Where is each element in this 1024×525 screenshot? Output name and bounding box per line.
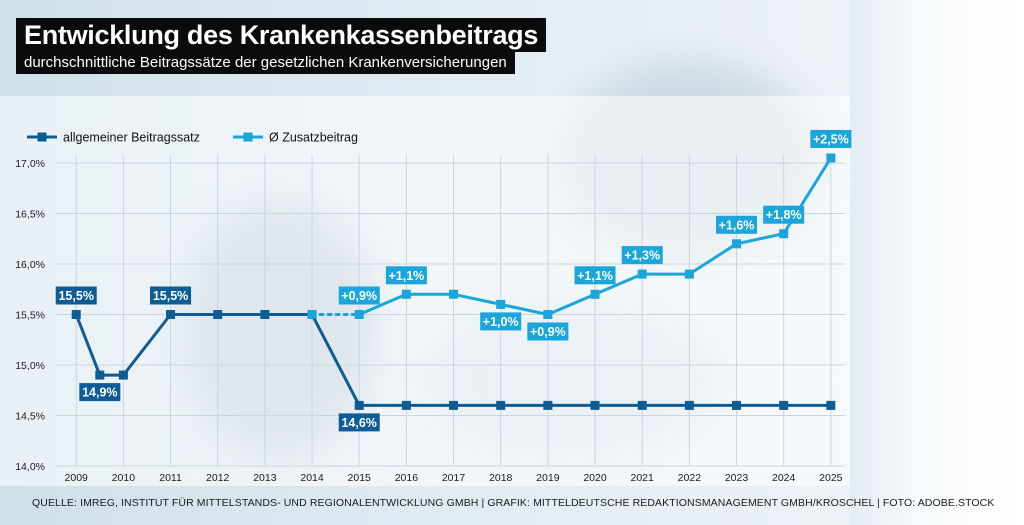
source-note: QUELLE: IMREG, INSTITUT FÜR MITTELSTANDS…	[32, 497, 995, 509]
chart-panel	[0, 96, 850, 486]
value-label: 14,6%	[341, 416, 376, 430]
data-point	[449, 289, 459, 299]
data-point	[260, 310, 270, 319]
data-point	[637, 269, 647, 279]
legend-label: allgemeiner Beitragssatz	[63, 131, 200, 145]
x-tick-label: 2020	[583, 472, 607, 484]
chart-title: Entwicklung des Krankenkassenbeitrags	[16, 18, 547, 52]
value-label: +1,1%	[388, 269, 424, 283]
y-tick-label: 17,0%	[15, 158, 45, 170]
series-line-allgemeiner-beitragssatz	[74, 313, 831, 407]
data-point	[590, 400, 600, 410]
data-point	[637, 400, 647, 410]
data-point	[684, 400, 694, 410]
value-label: +0,9%	[341, 289, 377, 303]
x-tick-label: 2022	[678, 472, 702, 484]
value-label: +1,8%	[766, 208, 802, 222]
value-label-box	[810, 129, 852, 148]
value-label: +1,6%	[719, 218, 755, 232]
x-tick-label: 2017	[442, 472, 466, 484]
x-tick-label: 2024	[772, 472, 796, 484]
x-tick-label: 2009	[65, 472, 89, 484]
value-label-box	[763, 205, 805, 224]
value-label-box	[527, 322, 569, 341]
data-point	[95, 370, 105, 380]
legend-marker	[243, 132, 253, 142]
data-point	[496, 400, 506, 410]
data-point	[826, 153, 836, 163]
x-tick-label: 2010	[112, 472, 136, 484]
value-label: 15,5%	[58, 289, 93, 303]
x-tick-label: 2025	[819, 472, 843, 484]
y-tick-label: 16,0%	[15, 259, 45, 271]
data-point	[354, 400, 364, 410]
value-label: +1,0%	[483, 315, 519, 329]
data-point	[496, 299, 506, 309]
x-tick-label: 2015	[348, 472, 372, 484]
data-point	[213, 310, 223, 319]
value-label: +1,3%	[624, 249, 660, 263]
y-tick-label: 15,0%	[15, 360, 45, 372]
data-point	[732, 400, 742, 410]
legend-label: Ø Zusatzbeitrag	[269, 131, 358, 145]
x-tick-label: 2014	[300, 472, 324, 484]
data-point	[590, 289, 600, 299]
data-point	[354, 310, 364, 319]
doctor-photo	[850, 0, 1024, 525]
data-point	[826, 400, 836, 410]
y-tick-label: 14,5%	[15, 411, 45, 423]
value-label: +2,5%	[813, 132, 849, 146]
data-point	[166, 310, 176, 319]
value-label-box	[150, 286, 192, 305]
data-point	[732, 239, 742, 249]
data-point	[71, 310, 81, 319]
y-tick-label: 16,5%	[15, 209, 45, 221]
value-label-box	[480, 312, 522, 331]
value-label: 15,5%	[153, 289, 188, 303]
data-point	[543, 310, 553, 319]
legend-marker	[37, 132, 47, 142]
y-tick-label: 15,5%	[15, 310, 45, 322]
data-point	[449, 400, 459, 410]
data-point	[779, 400, 789, 410]
value-label-box	[79, 383, 121, 402]
data-point	[401, 289, 411, 299]
data-point	[684, 269, 694, 279]
y-tick-label: 14,0%	[15, 461, 45, 473]
data-point	[779, 229, 789, 239]
data-point	[401, 400, 411, 410]
value-label-box	[338, 286, 380, 305]
x-tick-label: 2019	[536, 472, 560, 484]
value-label: +0,9%	[530, 325, 566, 339]
value-label-box	[385, 266, 427, 285]
x-tick-label: 2023	[725, 472, 749, 484]
x-tick-label: 2016	[395, 472, 419, 484]
x-tick-label: 2013	[253, 472, 277, 484]
value-label-box	[621, 246, 663, 265]
x-tick-label: 2012	[206, 472, 230, 484]
value-label-box	[338, 413, 380, 432]
x-tick-label: 2018	[489, 472, 513, 484]
x-tick-label: 2021	[631, 472, 655, 484]
value-label-box	[574, 266, 616, 285]
value-label: 14,9%	[82, 386, 117, 400]
value-label: +1,1%	[577, 269, 613, 283]
value-label-box	[716, 215, 758, 234]
data-point	[118, 370, 128, 380]
value-label-box	[55, 286, 97, 305]
chart-subtitle: durchschnittliche Beitragssätze der gese…	[16, 52, 515, 74]
data-point	[307, 310, 317, 319]
data-point	[543, 400, 553, 410]
x-tick-label: 2011	[159, 472, 182, 484]
